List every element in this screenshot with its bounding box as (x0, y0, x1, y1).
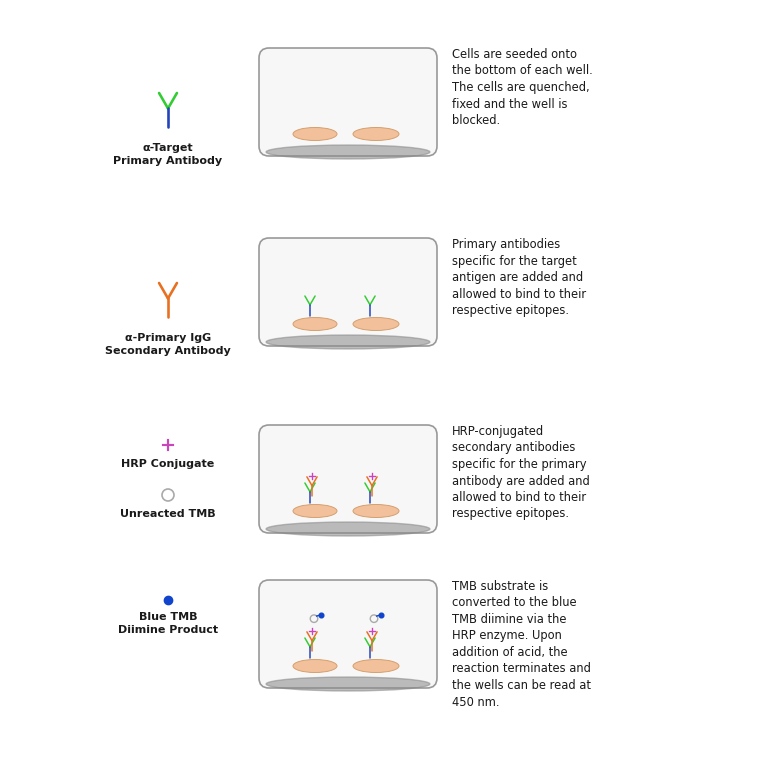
Ellipse shape (266, 335, 430, 349)
Ellipse shape (293, 659, 337, 672)
Text: Cells are seeded onto
the bottom of each well.
The cells are quenched,
fixed and: Cells are seeded onto the bottom of each… (452, 48, 593, 127)
FancyBboxPatch shape (259, 238, 437, 346)
Ellipse shape (266, 522, 430, 536)
FancyBboxPatch shape (259, 48, 437, 156)
Ellipse shape (353, 318, 399, 331)
FancyBboxPatch shape (259, 425, 437, 533)
Ellipse shape (293, 318, 337, 331)
Ellipse shape (293, 128, 337, 141)
Text: Primary Antibody: Primary Antibody (113, 156, 222, 166)
Text: HRP Conjugate: HRP Conjugate (121, 459, 215, 469)
Text: TMB substrate is
converted to the blue
TMB diimine via the
HRP enzyme. Upon
addi: TMB substrate is converted to the blue T… (452, 580, 591, 708)
Ellipse shape (266, 677, 430, 691)
Ellipse shape (353, 659, 399, 672)
Text: Unreacted TMB: Unreacted TMB (120, 509, 215, 519)
FancyBboxPatch shape (259, 580, 437, 688)
Ellipse shape (353, 128, 399, 141)
Text: HRP-conjugated
secondary antibodies
specific for the primary
antibody are added : HRP-conjugated secondary antibodies spec… (452, 425, 590, 520)
Text: α-Primary IgG: α-Primary IgG (125, 333, 211, 343)
Text: Secondary Antibody: Secondary Antibody (105, 346, 231, 356)
Ellipse shape (293, 504, 337, 517)
Text: Primary antibodies
specific for the target
antigen are added and
allowed to bind: Primary antibodies specific for the targ… (452, 238, 586, 317)
Text: α-Target: α-Target (143, 143, 193, 153)
Ellipse shape (266, 145, 430, 159)
Text: Diimine Product: Diimine Product (118, 625, 218, 635)
Text: Blue TMB: Blue TMB (139, 612, 197, 622)
Ellipse shape (353, 504, 399, 517)
